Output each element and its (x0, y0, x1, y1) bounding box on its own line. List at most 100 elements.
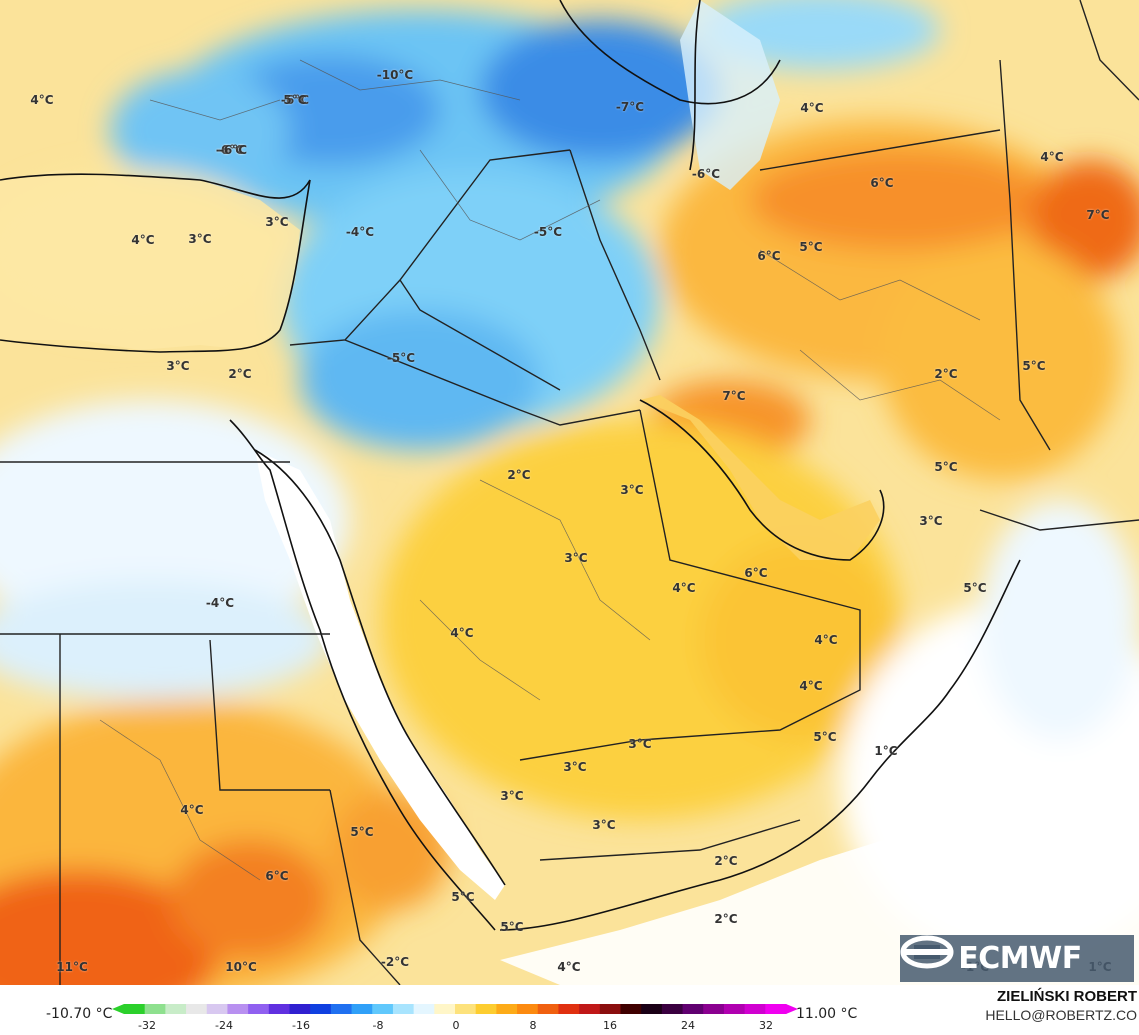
colorbar-step (475, 1004, 497, 1014)
temperature-label: 5°C (1022, 359, 1046, 373)
colorbar-step (537, 1004, 559, 1014)
legend-tick-label: -16 (292, 1019, 310, 1032)
colorbar-step (413, 1004, 435, 1014)
temperature-label: -6°C (691, 167, 721, 181)
colorbar-step (517, 1004, 539, 1014)
colorbar-step (579, 1004, 601, 1014)
temperature-label: 4°C (30, 93, 54, 107)
temperature-label: -5°C (386, 351, 416, 365)
legend-tick-label: -8 (372, 1019, 384, 1032)
temperature-label: -7°C (615, 100, 645, 114)
colorbar-max-arrow (786, 1004, 798, 1014)
temperature-label: 4°C (450, 626, 474, 640)
temperature-label: 6°C (757, 249, 781, 263)
temperature-label: -6°C (280, 93, 310, 107)
legend-tick-label: -32 (138, 1019, 156, 1032)
temperature-label: 4°C (180, 803, 204, 817)
temperature-label: 1°C (874, 744, 898, 758)
temperature-label: 4°C (799, 679, 823, 693)
temperature-label: 2°C (934, 367, 958, 381)
colorbar-step (351, 1004, 373, 1014)
colorbar-step (392, 1004, 415, 1014)
temperature-label: 4°C (814, 633, 838, 647)
temperature-label: 5°C (963, 581, 987, 595)
colorbar-step (620, 1004, 642, 1014)
legend-tick-label: -24 (215, 1019, 233, 1032)
temperature-label: 3°C (919, 514, 943, 528)
map-canvas (0, 0, 1139, 985)
temperature-label: 5°C (451, 890, 475, 904)
colorbar-step (372, 1004, 394, 1014)
colorbar-step (682, 1004, 704, 1014)
temperature-label: 5°C (799, 240, 823, 254)
colorbar-step (599, 1004, 621, 1014)
temperature-label: 5°C (500, 920, 524, 934)
colorbar-step (765, 1004, 787, 1014)
colorbar-step (744, 1004, 766, 1014)
colorbar-step (496, 1004, 518, 1014)
author-email: HELLO@ROBERTZ.CO (985, 1007, 1137, 1023)
colorbar-step (227, 1004, 249, 1014)
temperature-label: 3°C (563, 760, 587, 774)
legend-tick-label: 16 (603, 1019, 617, 1032)
temperature-label: -6°C (218, 143, 248, 157)
colorbar-step (144, 1004, 166, 1014)
temperature-label: 2°C (507, 468, 531, 482)
temperature-label: 2°C (714, 854, 738, 868)
legend-colorbar (112, 1004, 798, 1014)
colorbar-step (661, 1004, 684, 1014)
colorbar-step (558, 1004, 580, 1014)
temperature-label: 3°C (166, 359, 190, 373)
temperature-label: 3°C (188, 232, 212, 246)
colorbar-step (124, 1004, 146, 1014)
colorbar-step (455, 1004, 477, 1014)
colorbar-step (723, 1004, 746, 1014)
temperature-label: 11°C (56, 960, 88, 974)
temperature-label: -4°C (345, 225, 375, 239)
temperature-label: 4°C (1040, 150, 1064, 164)
temperature-label: 6°C (744, 566, 768, 580)
colorbar-min-arrow (112, 1004, 124, 1014)
temperature-label: 3°C (265, 215, 289, 229)
temperature-map: -10°C -6°C -4°C 4°C 5°C -6°C -7°C 4°C 4°C -6°C -6°… (0, 0, 1139, 985)
temperature-label: 4°C (131, 233, 155, 247)
colorbar-step (248, 1004, 270, 1014)
temperature-label: 7°C (1086, 208, 1110, 222)
legend-tick-label: 32 (759, 1019, 773, 1032)
temperature-label: 4°C (800, 101, 824, 115)
temperature-label: -10°C (376, 68, 414, 82)
colorbar-step (310, 1004, 332, 1014)
temperature-label: 7°C (722, 389, 746, 403)
temperature-label: 5°C (934, 460, 958, 474)
temperature-label: 5°C (813, 730, 837, 744)
temperature-label: 2°C (228, 367, 252, 381)
colorbar-step (165, 1004, 187, 1014)
legend-min-value: -10.70 °C (46, 1006, 113, 1022)
author-credit: ZIELIŃSKI ROBERT (996, 988, 1137, 1005)
country-borders (0, 0, 1139, 985)
temperature-label: 4°C (672, 581, 696, 595)
colorbar-step (268, 1004, 290, 1014)
temperature-label: 3°C (564, 551, 588, 565)
colorbar-step (703, 1004, 725, 1014)
ecmwf-logo-text: ECMWF (958, 941, 1082, 976)
colorbar-step (434, 1004, 456, 1014)
persian-gulf (640, 395, 880, 560)
colorbar-step (289, 1004, 311, 1014)
temperature-label: 6°C (870, 176, 894, 190)
colorbar-step (206, 1004, 228, 1014)
colorbar-step (641, 1004, 663, 1014)
temperature-label: 3°C (628, 737, 652, 751)
province-borders (99, 59, 1001, 881)
gulf-of-aden (500, 760, 1139, 985)
temperature-label: -4°C (215, 143, 245, 157)
temperature-label: -5°C (533, 225, 563, 239)
temperature-label: 5°C (350, 825, 374, 839)
colorbar-step (186, 1004, 208, 1014)
temperature-label: -2°C (380, 955, 410, 969)
temperature-label: 4°C (557, 960, 581, 974)
legend-tick-label: 24 (681, 1019, 695, 1032)
legend-max-value: 11.00 °C (796, 1006, 858, 1022)
coastlines (0, 0, 1021, 931)
legend-tick-label: 0 (452, 1019, 460, 1032)
